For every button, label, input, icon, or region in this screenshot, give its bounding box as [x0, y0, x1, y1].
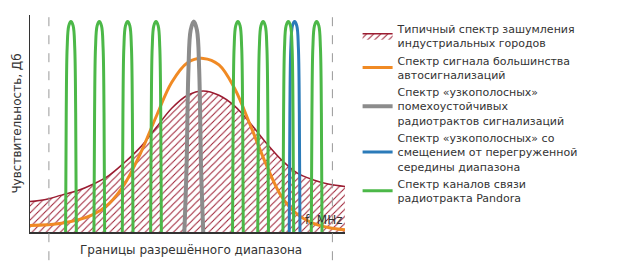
svg-text:Спектр каналов связирадиотракт: Спектр каналов связирадиотракта Pandora: [398, 178, 526, 205]
svg-text:Типичный спектр зашумленияинду: Типичный спектр зашумленияиндустриальных…: [397, 23, 575, 50]
svg-text:Чувствительность, Дб: Чувствительность, Дб: [10, 53, 24, 193]
svg-text:Спектр «узкополосных»помехоуст: Спектр «узкополосных»помехоустойчивыхрад…: [398, 86, 565, 128]
svg-text:Спектр сигнала большинстваавто: Спектр сигнала большинстваавтосигнализац…: [398, 55, 570, 82]
svg-text:Спектр «узкополосных» сосмещен: Спектр «узкополосных» сосмещением от пер…: [398, 132, 578, 174]
svg-text:f, MHz: f, MHz: [305, 213, 343, 227]
svg-text:Границы разрешённого диапазона: Границы разрешённого диапазона: [80, 243, 302, 257]
